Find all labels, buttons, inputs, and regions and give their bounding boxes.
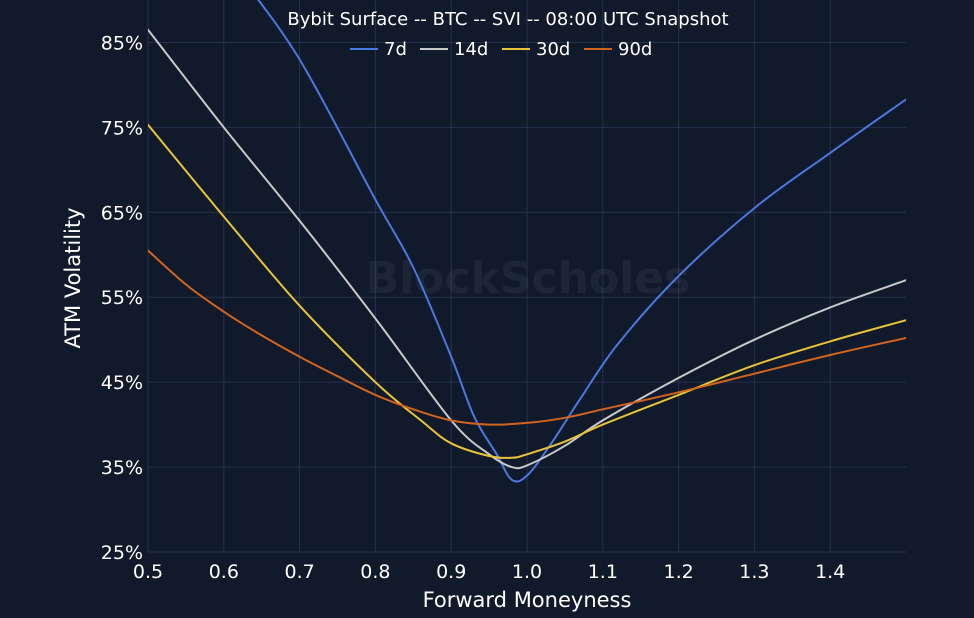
x-tick-label: 0.8: [360, 561, 390, 583]
series-line-90d: [148, 249, 906, 426]
series-line-7d: [257, 0, 906, 483]
legend: 7d 14d 30d 90d: [350, 39, 652, 60]
chart-title: Bybit Surface -- BTC -- SVI -- 08:00 UTC…: [287, 9, 728, 30]
y-tick-label: 25%: [101, 542, 143, 564]
legend-label: 7d: [384, 39, 407, 60]
legend-item-90d[interactable]: 90d: [584, 39, 652, 60]
watermark-logo-text: BlockScholes: [366, 253, 691, 304]
x-axis-title: Forward Moneyness: [423, 588, 632, 612]
x-tick-label: 1.4: [815, 561, 845, 583]
legend-label: 30d: [536, 39, 570, 60]
x-tick-label: 1.1: [588, 561, 618, 583]
y-tick-label: 85%: [101, 32, 143, 54]
legend-item-14d[interactable]: 14d: [420, 39, 488, 60]
x-tick-label: 0.7: [284, 561, 314, 583]
legend-label: 90d: [618, 39, 652, 60]
y-tick-label: 45%: [101, 372, 143, 394]
x-tick-label: 0.6: [209, 561, 239, 583]
legend-label: 14d: [454, 39, 488, 60]
series-line-30d: [148, 123, 906, 459]
x-tick-label: 1.3: [739, 561, 769, 583]
x-tick-label: 1.2: [663, 561, 693, 583]
legend-item-30d[interactable]: 30d: [502, 39, 570, 60]
x-tick-label: 0.9: [436, 561, 466, 583]
legend-item-7d[interactable]: 7d: [350, 39, 407, 60]
y-tick-label: 65%: [101, 202, 143, 224]
x-tick-label: 0.5: [133, 561, 163, 583]
y-tick-label: 35%: [101, 457, 143, 479]
x-tick-label: 1.0: [512, 561, 542, 583]
y-tick-label: 55%: [101, 287, 143, 309]
series-line-14d: [148, 28, 906, 470]
y-axis-title: ATM Volatility: [61, 207, 85, 348]
y-tick-label: 75%: [101, 117, 143, 139]
